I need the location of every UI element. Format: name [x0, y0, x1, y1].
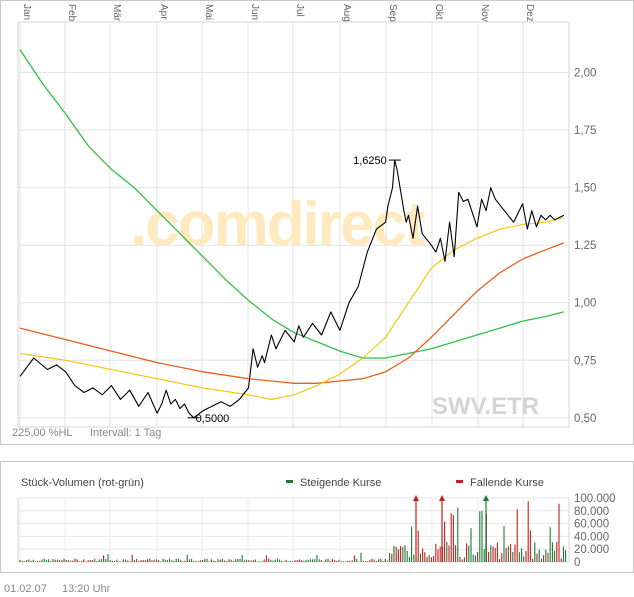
y-tick-label: 1,75	[574, 125, 596, 137]
month-label: Jun	[249, 4, 260, 20]
y-tick-label: 0,75	[574, 355, 596, 367]
series-line-price	[19, 159, 565, 419]
symbol-label: SWV.ETR	[432, 393, 539, 420]
low-annotation: 0,5000	[196, 413, 230, 425]
watermark-logo: .comdirect	[130, 190, 425, 259]
month-label: Okt	[433, 4, 444, 20]
y-tick-label: 0,50	[574, 413, 596, 425]
volume-title: Stück-Volumen (rot-grün)	[21, 477, 144, 489]
volume-tick-label: 60.000	[574, 519, 609, 531]
month-label: Aug	[341, 4, 352, 22]
month-label: Dez	[524, 4, 535, 22]
series-line-ma_mid	[19, 242, 565, 384]
y-tick-label: 1,00	[574, 298, 596, 310]
y-tick-label: 2,00	[574, 68, 596, 80]
month-label: Sep	[387, 4, 398, 22]
month-label: Jan	[21, 4, 32, 20]
interval-label: Intervall: 1 Tag	[90, 427, 161, 439]
volume-tick-label: 20.000	[574, 544, 609, 556]
legend-item: Fallende Kurse	[470, 477, 544, 489]
performance-label: 225,00 %HL	[12, 427, 73, 439]
volume-tick-label: 100.000	[574, 493, 616, 505]
footer-date: 01.02.07	[4, 583, 47, 595]
volume-tick-label: 40.000	[574, 531, 609, 543]
series-line-ma_short	[19, 217, 564, 400]
month-label: Jul	[294, 4, 305, 17]
legend-swatch	[286, 480, 293, 483]
legend-swatch	[456, 480, 463, 483]
volume-tick-label: 80.000	[574, 506, 609, 518]
y-tick-label: 1,25	[574, 240, 596, 252]
y-tick-label: 1,50	[574, 183, 596, 195]
high-annotation: 1,6250	[353, 155, 387, 167]
month-label: Nov	[479, 4, 490, 22]
month-label: Mai	[203, 4, 214, 20]
series-line-ma_long	[19, 49, 564, 359]
volume-tick-label: 0	[574, 557, 580, 569]
month-label: Mär	[111, 4, 122, 22]
legend-item: Steigende Kurse	[300, 477, 381, 489]
month-label: Apr	[158, 4, 169, 20]
month-label: Feb	[66, 4, 77, 22]
footer-time: 13:20 Uhr	[62, 583, 111, 595]
